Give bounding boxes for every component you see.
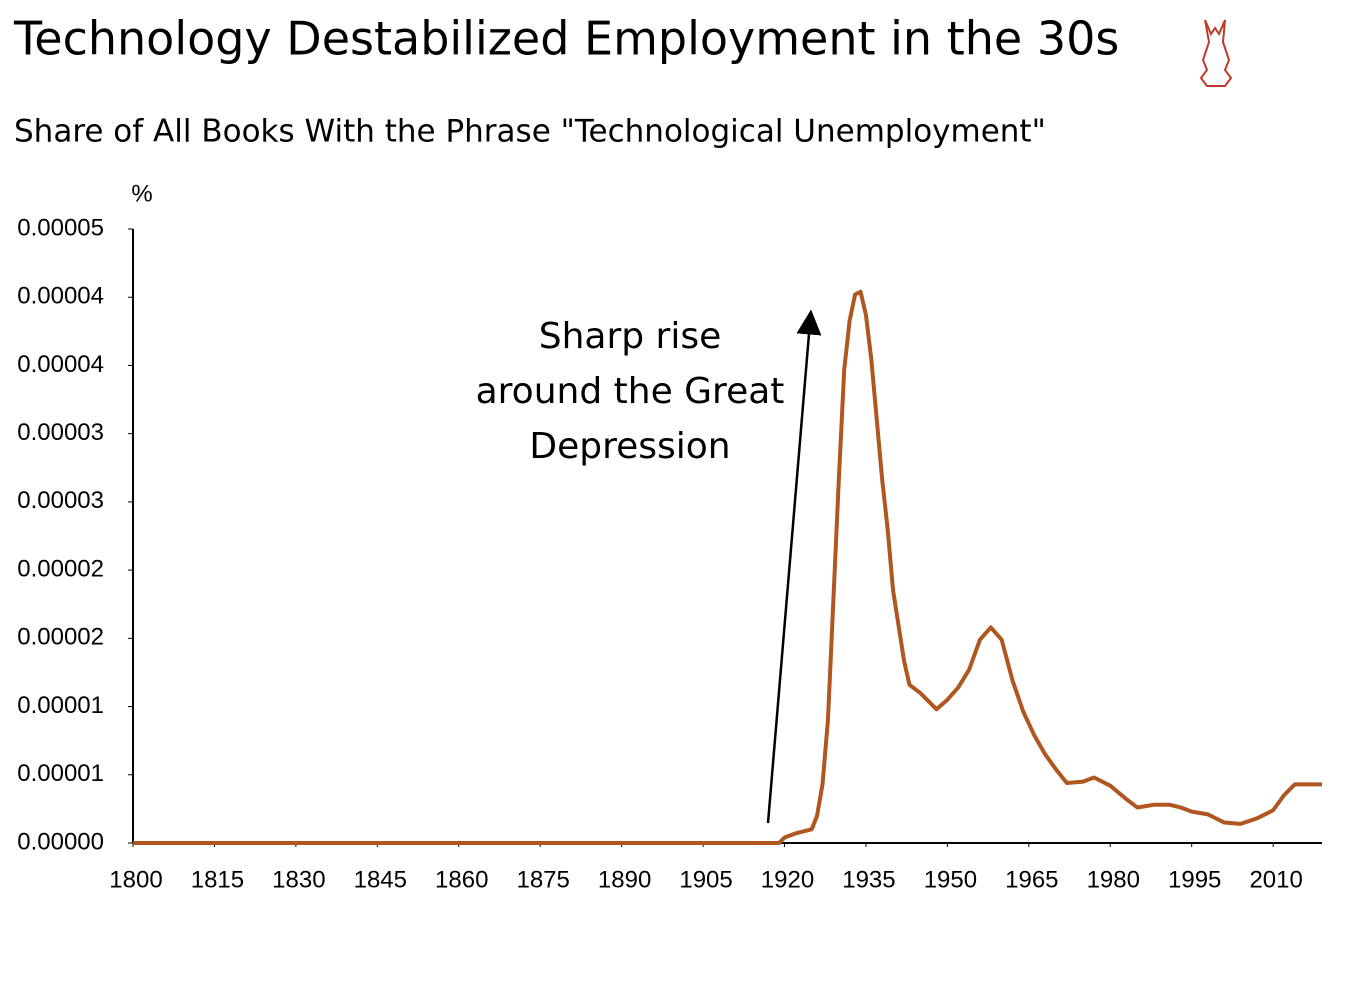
x-tick-label: 1935 [842, 866, 895, 893]
y-tick-label: 0.00004 [17, 283, 104, 310]
annotation-line: Depression [529, 426, 730, 467]
chart-title: Technology Destabilized Employment in th… [13, 12, 1119, 66]
y-tick-label: 0.00003 [17, 419, 104, 446]
x-tick-label: 1920 [761, 866, 814, 893]
x-tick-label: 1860 [435, 866, 488, 893]
annotation-line: Sharp rise [539, 316, 722, 357]
x-tick-label: 1905 [679, 866, 732, 893]
y-tick-label: 0.00000 [17, 828, 104, 855]
x-tick-label: 1950 [924, 866, 977, 893]
y-tick-label: 0.00002 [17, 624, 104, 651]
x-tick-label: 1965 [1005, 866, 1058, 893]
x-tick-label: 1815 [191, 866, 244, 893]
x-tick-label: 1995 [1168, 866, 1221, 893]
y-tick-label: 0.00004 [17, 351, 104, 378]
annotation-line: around the Great [476, 371, 785, 412]
x-tick-label: 1875 [516, 866, 569, 893]
x-tick-label: 2010 [1249, 866, 1302, 893]
y-tick-label: 0.00003 [17, 487, 104, 514]
y-tick-label: 0.00001 [17, 760, 104, 787]
x-tick-label: 1890 [598, 866, 651, 893]
x-tick-label: 1830 [272, 866, 325, 893]
annotation-arrow [766, 309, 822, 824]
x-tick-label: 1845 [354, 866, 407, 893]
y-tick-label: 0.00002 [17, 555, 104, 582]
x-tick-label: 1980 [1087, 866, 1140, 893]
y-axis-label: % [131, 180, 152, 207]
y-tick-label: 0.00005 [17, 214, 104, 241]
annotation: Sharp rise around the Great Depression [476, 316, 785, 467]
x-tick-label: 1800 [109, 866, 162, 893]
chart-subtitle: Share of All Books With the Phrase "Tech… [14, 114, 1046, 150]
data-line [133, 289, 1322, 845]
logo-icon [1199, 19, 1233, 87]
logo [1199, 19, 1233, 87]
y-tick-label: 0.00001 [17, 692, 104, 719]
